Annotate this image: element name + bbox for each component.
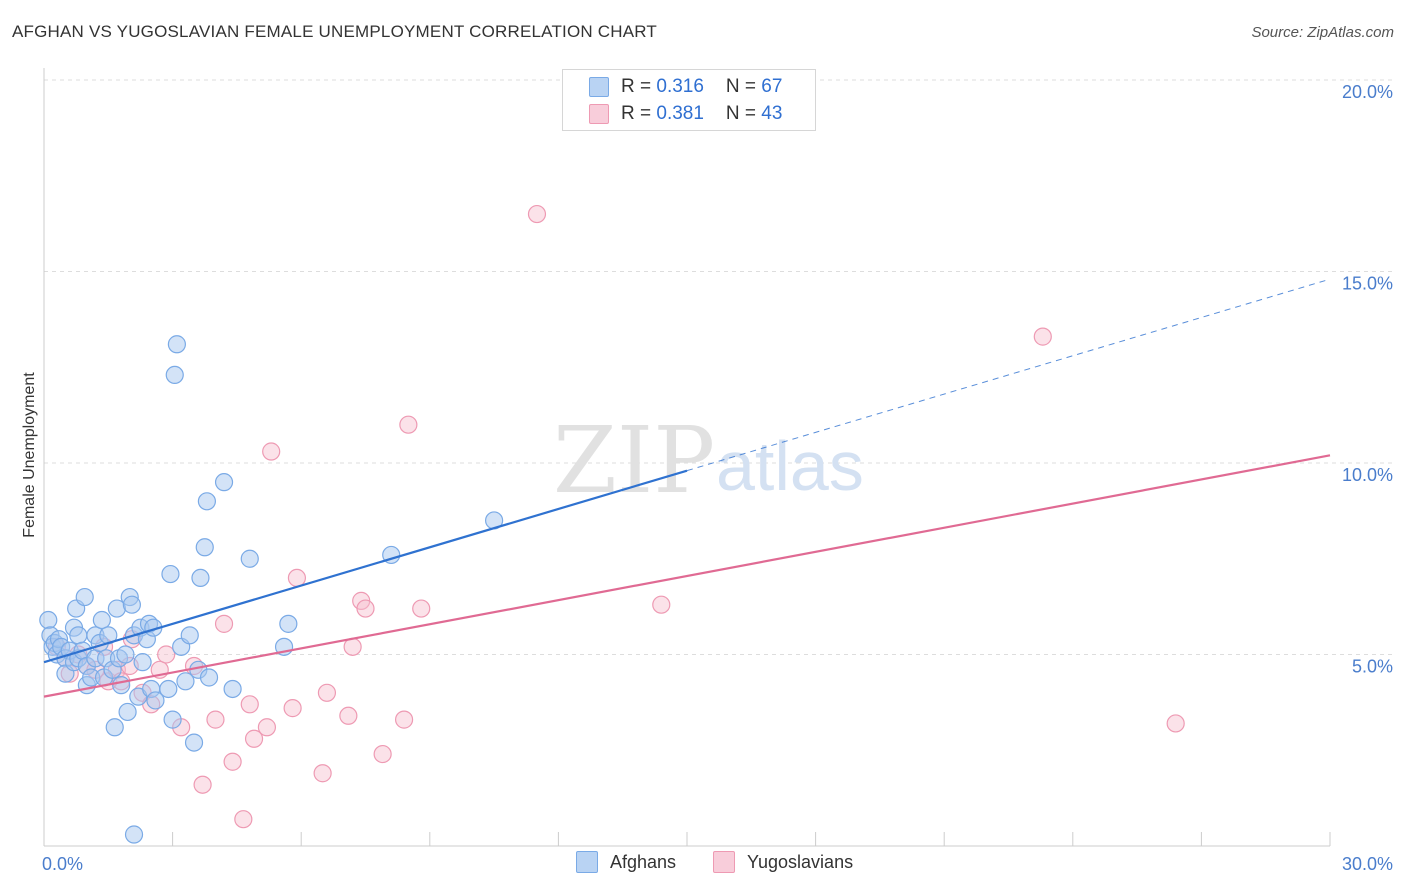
bottom-legend-swatch-yugoslavians xyxy=(713,851,735,873)
bottom-legend-yugoslavians[interactable]: Yugoslavians xyxy=(713,851,853,873)
data-point-afghans xyxy=(146,691,165,710)
data-point-afghans xyxy=(279,614,298,633)
data-point-afghans xyxy=(199,668,219,687)
data-point-yugoslavians xyxy=(527,204,547,224)
legend-swatch-yugoslavians xyxy=(589,104,609,124)
axes xyxy=(43,68,1331,847)
data-point-yugoslavians xyxy=(206,710,225,729)
data-point-yugoslavians xyxy=(1166,714,1185,733)
legend-n-value: 67 xyxy=(761,76,783,97)
data-point-afghans xyxy=(124,825,144,844)
data-point-afghans xyxy=(214,473,234,492)
watermark-zip: ZIP xyxy=(553,407,715,514)
data-point-afghans xyxy=(133,653,152,672)
data-point-afghans xyxy=(75,587,94,607)
data-point-afghans xyxy=(92,610,111,630)
legend-row-afghans: R = 0.316 N = 67 xyxy=(589,74,782,100)
data-point-afghans xyxy=(118,702,137,722)
data-point-afghans xyxy=(184,733,204,752)
source-label: Source: ZipAtlas.com xyxy=(1251,24,1394,41)
data-point-afghans xyxy=(112,676,131,695)
legend-n-label: N = xyxy=(725,76,762,97)
data-point-yugoslavians xyxy=(1033,327,1052,346)
gridlines xyxy=(44,79,1392,655)
trend-line-yugoslavians xyxy=(43,454,1331,698)
data-point-afghans xyxy=(39,610,58,630)
tick-labels: 5.0% 10.0% 15.0% 20.0% 0.0% 30.0% xyxy=(42,82,1393,874)
data-point-yugoslavians xyxy=(394,710,414,729)
data-point-yugoslavians xyxy=(257,718,277,737)
data-point-yugoslavians xyxy=(223,752,242,771)
data-point-afghans xyxy=(165,365,184,385)
data-point-afghans xyxy=(197,492,216,511)
data-point-afghans xyxy=(195,538,214,557)
trend-line-afghans-extension xyxy=(686,278,1331,472)
chart-title: AFGHAN VS YUGOSLAVIAN FEMALE UNEMPLOYMEN… xyxy=(12,22,658,41)
legend-n-label: N = xyxy=(725,103,762,124)
data-point-yugoslavians xyxy=(339,706,358,725)
data-point-yugoslavians xyxy=(287,568,307,588)
data-point-afghans xyxy=(167,335,186,354)
data-point-yugoslavians xyxy=(317,683,337,702)
y-tick-label: 20.0% xyxy=(1342,82,1393,102)
legend-swatch-afghans xyxy=(589,77,609,97)
data-point-afghans xyxy=(69,626,88,645)
data-point-afghans xyxy=(191,568,210,588)
data-point-afghans xyxy=(176,672,195,691)
data-point-afghans xyxy=(122,595,141,614)
data-point-afghans xyxy=(240,549,259,568)
bottom-legend-afghans[interactable]: Afghans xyxy=(576,851,676,873)
data-point-yugoslavians xyxy=(412,599,431,618)
bottom-legend-label: Yugoslavians xyxy=(747,851,854,872)
legend-r-value: 0.316 xyxy=(656,76,704,97)
data-point-yugoslavians xyxy=(244,729,264,748)
watermark-atlas: atlas xyxy=(716,427,864,505)
data-point-afghans xyxy=(163,710,182,729)
trend-lines xyxy=(43,278,1331,698)
data-point-yugoslavians xyxy=(193,775,212,794)
legend-n-value: 43 xyxy=(761,103,783,124)
series-afghans xyxy=(39,335,504,844)
series-yugoslavians xyxy=(47,204,1185,829)
data-point-afghans xyxy=(116,645,135,664)
bottom-legend-swatch-afghans xyxy=(576,851,598,873)
data-point-afghans xyxy=(180,626,199,645)
bottom-legend-label: Afghans xyxy=(610,851,677,872)
data-point-yugoslavians xyxy=(652,595,671,614)
data-point-yugoslavians xyxy=(262,442,281,461)
data-point-yugoslavians xyxy=(240,695,259,714)
legend-row-yugoslavians: R = 0.381 N = 43 xyxy=(589,101,782,127)
data-point-afghans xyxy=(161,564,180,584)
y-tick-label: 5.0% xyxy=(1352,657,1393,677)
y-tick-label: 10.0% xyxy=(1342,465,1393,485)
legend: R = 0.316 N = 67 R = 0.381 N = 43 xyxy=(562,69,816,131)
x-tick-label: 30.0% xyxy=(1342,854,1393,874)
data-point-afghans xyxy=(159,679,178,699)
legend-r-label: R = xyxy=(621,103,657,124)
legend-r-label: R = xyxy=(621,76,657,97)
data-point-yugoslavians xyxy=(313,764,332,783)
data-point-yugoslavians xyxy=(234,810,253,829)
data-point-yugoslavians xyxy=(373,744,392,764)
x-tick-label: 0.0% xyxy=(42,854,83,874)
data-point-afghans xyxy=(223,679,242,699)
bottom-legend: Afghans Yugoslavians xyxy=(0,851,1406,877)
data-point-yugoslavians xyxy=(356,599,375,618)
legend-r-value: 0.381 xyxy=(656,103,704,124)
data-point-yugoslavians xyxy=(157,645,176,664)
data-point-afghans xyxy=(105,718,124,737)
data-point-yugoslavians xyxy=(214,614,234,633)
data-point-yugoslavians xyxy=(283,699,302,718)
y-tick-label: 15.0% xyxy=(1342,274,1393,294)
data-point-yugoslavians xyxy=(399,415,418,434)
trend-line-afghans xyxy=(43,469,688,664)
